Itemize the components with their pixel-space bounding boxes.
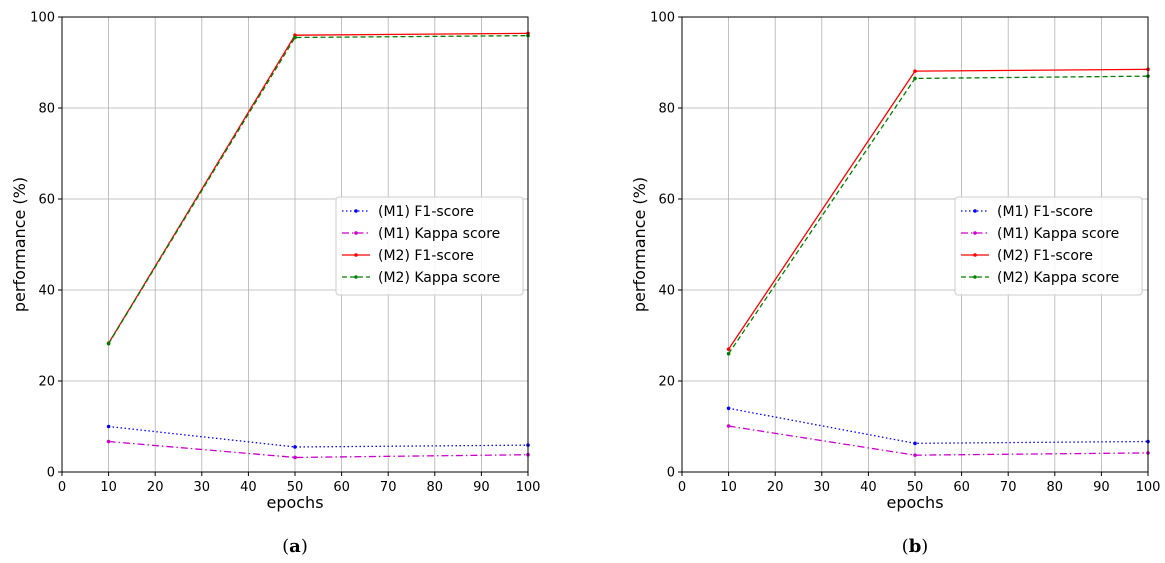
caption-letter: b bbox=[909, 536, 922, 557]
legend: (M1) F1-score (M1) Kappa score (M2) F1-sco… bbox=[954, 196, 1143, 296]
x-tick-label: 10 bbox=[100, 480, 117, 495]
data-point bbox=[726, 406, 731, 411]
y-tick-label: 40 bbox=[38, 284, 55, 299]
y-tick-label: 100 bbox=[30, 11, 55, 26]
x-tick-label: 50 bbox=[287, 480, 304, 495]
x-tick-label: 0 bbox=[678, 480, 686, 495]
legend-marker-4 bbox=[354, 275, 358, 279]
x-tick-label: 90 bbox=[1093, 480, 1110, 495]
series-line-2 bbox=[728, 425, 1149, 456]
x-tick-label: 60 bbox=[953, 480, 970, 495]
y-tick-label: 0 bbox=[47, 466, 55, 481]
x-axis-label: epochs bbox=[886, 493, 943, 512]
x-tick-label: 100 bbox=[1136, 480, 1161, 495]
x-tick-label: 40 bbox=[240, 480, 257, 495]
caption-letter: a bbox=[289, 536, 301, 557]
x-tick-label: 30 bbox=[194, 480, 211, 495]
legend-label-1: (M1) F1-score bbox=[378, 204, 474, 220]
x-tick-label: 20 bbox=[147, 480, 164, 495]
y-tick-label: 80 bbox=[38, 102, 55, 117]
x-tick-label: 80 bbox=[427, 480, 444, 495]
data-point bbox=[106, 424, 111, 429]
chart-panel-a: 0 10 20 30 40 50 60 70 80 90 100 0 20 40 60 80 100 epochs… bbox=[10, 11, 540, 558]
legend: (M1) F1-score (M1) Kappa score (M2) F1-sco… bbox=[335, 196, 524, 296]
data-point bbox=[913, 441, 917, 446]
legend-label-3: (M2) F1-score bbox=[378, 248, 474, 264]
legend-box bbox=[954, 196, 1143, 296]
data-point bbox=[913, 453, 917, 457]
x-tick-label: 70 bbox=[380, 480, 397, 495]
series-line-2 bbox=[108, 440, 529, 459]
x-tick-label: 10 bbox=[720, 480, 737, 495]
x-axis-label: epochs bbox=[266, 493, 323, 512]
data-point bbox=[293, 455, 297, 460]
series-line-1 bbox=[728, 407, 1149, 444]
legend-label-4: (M2) Kappa score bbox=[997, 270, 1119, 286]
data-point bbox=[913, 76, 917, 81]
y-axis-label: performance (%) bbox=[10, 177, 29, 312]
legend-label-2: (M1) Kappa score bbox=[378, 226, 500, 242]
y-tick-label: 60 bbox=[38, 193, 55, 208]
x-tick-label: 70 bbox=[1000, 480, 1017, 495]
x-tick-label: 40 bbox=[860, 480, 877, 495]
legend-label-3: (M2) F1-score bbox=[997, 248, 1093, 264]
x-tick-label: 50 bbox=[907, 480, 924, 495]
legend-label-2: (M1) Kappa score bbox=[997, 226, 1119, 242]
data-point bbox=[726, 424, 731, 428]
data-point bbox=[106, 439, 111, 444]
legend-marker-4 bbox=[973, 275, 977, 279]
x-tick-label: 90 bbox=[473, 480, 490, 495]
data-point bbox=[913, 69, 917, 73]
legend-marker-1 bbox=[354, 209, 358, 213]
legend-box bbox=[335, 196, 524, 296]
y-tick-label: 20 bbox=[658, 375, 675, 390]
x-tick-label: 0 bbox=[58, 480, 66, 495]
series-line-4 bbox=[108, 35, 529, 345]
panel-caption: (b) bbox=[902, 536, 929, 557]
data-point bbox=[293, 445, 297, 449]
y-axis-label: performance (%) bbox=[630, 177, 649, 312]
data-point bbox=[726, 351, 731, 356]
x-tick-label: 80 bbox=[1047, 480, 1064, 495]
data-point bbox=[293, 35, 297, 40]
caption-close: ) bbox=[301, 536, 308, 557]
x-tick-label: 60 bbox=[333, 480, 350, 495]
caption-open: ( bbox=[902, 536, 909, 557]
series-line-3 bbox=[108, 32, 529, 344]
legend-label-1: (M1) F1-score bbox=[997, 204, 1093, 220]
y-tick-label: 0 bbox=[667, 466, 675, 481]
data-point bbox=[726, 347, 731, 351]
x-tick-label: 100 bbox=[516, 480, 541, 495]
y-tick-label: 60 bbox=[658, 193, 675, 208]
legend-marker-2 bbox=[354, 231, 358, 235]
legend-marker-3 bbox=[973, 253, 977, 257]
caption-open: ( bbox=[282, 536, 289, 557]
legend-label-4: (M2) Kappa score bbox=[378, 270, 500, 286]
x-tick-label: 30 bbox=[814, 480, 831, 495]
y-tick-label: 40 bbox=[658, 284, 675, 299]
series-line-1 bbox=[108, 425, 529, 448]
y-tick-label: 80 bbox=[658, 102, 675, 117]
caption-close: ) bbox=[921, 536, 928, 557]
y-tick-label: 100 bbox=[650, 11, 675, 26]
legend-marker-1 bbox=[973, 209, 977, 213]
x-tick-label: 20 bbox=[767, 480, 784, 495]
chart-panel-b: 0 10 20 30 40 50 60 70 80 90 100 0 20 40 60 80 100 epochs… bbox=[630, 11, 1160, 558]
y-tick-label: 20 bbox=[38, 375, 55, 390]
panel-caption: (a) bbox=[282, 536, 308, 557]
data-point bbox=[106, 341, 111, 346]
legend-marker-3 bbox=[354, 253, 358, 257]
legend-marker-2 bbox=[973, 231, 977, 235]
